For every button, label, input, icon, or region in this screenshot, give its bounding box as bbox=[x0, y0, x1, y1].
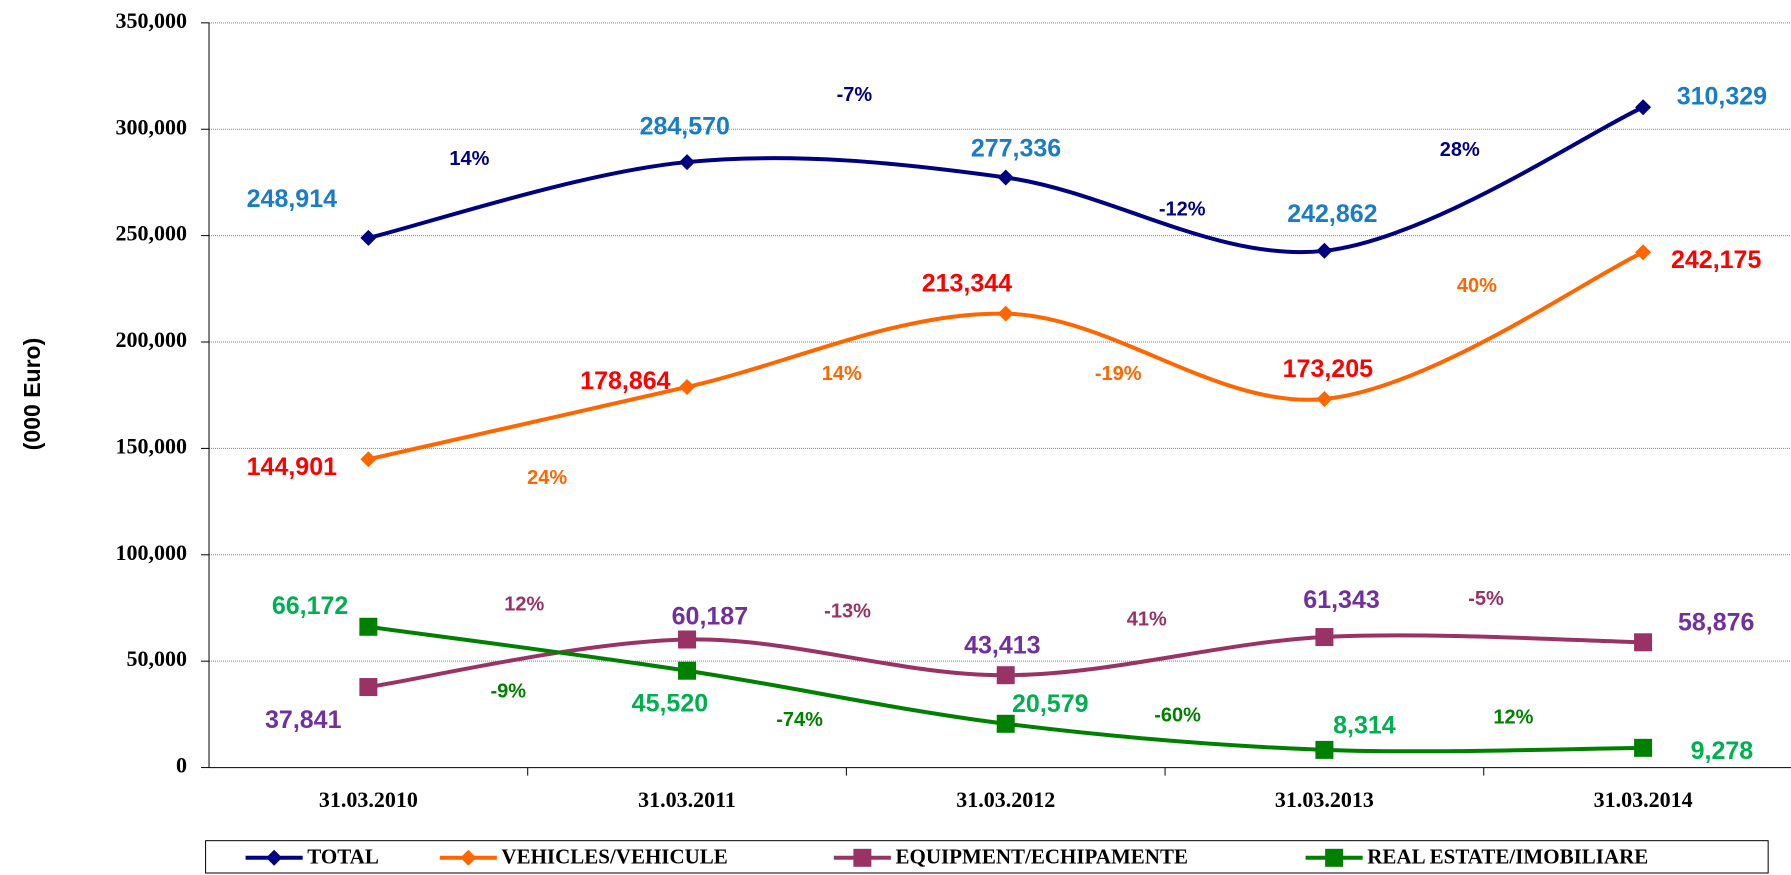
growth-label: 12% bbox=[1493, 707, 1533, 729]
legend-marker bbox=[460, 849, 477, 866]
marker bbox=[359, 678, 378, 697]
growth-label: 14% bbox=[822, 363, 862, 385]
y-tick-label: 200,000 bbox=[116, 327, 188, 352]
marker bbox=[996, 714, 1015, 733]
marker bbox=[679, 378, 696, 395]
marker bbox=[359, 617, 378, 636]
marker bbox=[678, 630, 697, 649]
data-label: 277,336 bbox=[971, 135, 1061, 163]
y-axis-title: (000 Euro) bbox=[19, 338, 45, 450]
marker bbox=[997, 305, 1014, 322]
growth-label: -7% bbox=[837, 84, 873, 106]
y-tick-label: 250,000 bbox=[116, 221, 188, 246]
legend-label: VEHICLES/VEHICULE bbox=[501, 845, 727, 869]
legend-marker bbox=[266, 849, 283, 866]
growth-label: -13% bbox=[824, 601, 871, 623]
data-label: 37,841 bbox=[265, 706, 342, 734]
growth-label: -12% bbox=[1159, 198, 1206, 220]
marker bbox=[360, 229, 377, 246]
data-label: 284,570 bbox=[640, 112, 730, 140]
growth-label: -74% bbox=[776, 709, 823, 731]
data-label: 61,343 bbox=[1303, 586, 1379, 614]
marker bbox=[360, 451, 377, 468]
data-label: 43,413 bbox=[964, 631, 1040, 659]
legend-marker bbox=[1325, 848, 1344, 867]
y-tick-label: 0 bbox=[176, 753, 187, 778]
y-tick-label: 100,000 bbox=[116, 540, 188, 565]
growth-label: 41% bbox=[1127, 609, 1167, 631]
marker bbox=[1315, 628, 1334, 647]
x-tick-label: 31.03.2013 bbox=[1275, 787, 1374, 812]
x-tick-label: 31.03.2010 bbox=[319, 787, 418, 812]
marker bbox=[1634, 633, 1653, 652]
marker bbox=[1634, 738, 1653, 757]
growth-label: 14% bbox=[449, 148, 489, 170]
marker bbox=[678, 661, 697, 680]
x-tick-label: 31.03.2011 bbox=[638, 787, 736, 812]
y-tick-label: 300,000 bbox=[116, 114, 188, 139]
marker bbox=[679, 154, 696, 171]
growth-label: 12% bbox=[504, 594, 544, 616]
growth-label: -60% bbox=[1154, 704, 1201, 726]
x-tick-label: 31.03.2012 bbox=[956, 787, 1055, 812]
legend-label: EQUIPMENT/ECHIPAMENTE bbox=[896, 845, 1188, 869]
growth-label: 40% bbox=[1457, 275, 1497, 297]
data-label: 310,329 bbox=[1677, 83, 1767, 111]
data-label: 144,901 bbox=[247, 453, 337, 481]
data-label: 60,187 bbox=[672, 602, 748, 630]
growth-label: -5% bbox=[1468, 588, 1504, 610]
data-label: 178,864 bbox=[580, 367, 670, 395]
data-label: 66,172 bbox=[272, 592, 348, 620]
growth-label: 24% bbox=[527, 467, 567, 489]
marker bbox=[1315, 740, 1334, 759]
data-label: 242,175 bbox=[1671, 246, 1761, 274]
data-label: 242,862 bbox=[1287, 200, 1377, 228]
marker bbox=[996, 666, 1015, 685]
data-label: 173,205 bbox=[1283, 355, 1373, 383]
growth-label: -9% bbox=[490, 680, 526, 702]
marker bbox=[1635, 99, 1652, 116]
marker bbox=[1635, 244, 1652, 261]
marker bbox=[1316, 391, 1333, 408]
y-tick-label: 50,000 bbox=[127, 646, 188, 671]
legend-label: TOTAL bbox=[307, 845, 379, 869]
data-label: 58,876 bbox=[1678, 609, 1754, 637]
data-label: 8,314 bbox=[1333, 712, 1396, 740]
growth-label: -19% bbox=[1095, 363, 1142, 385]
y-tick-label: 350,000 bbox=[116, 8, 188, 33]
data-label: 45,520 bbox=[632, 690, 708, 718]
growth-label: 28% bbox=[1440, 139, 1480, 161]
y-tick-label: 150,000 bbox=[116, 433, 188, 458]
marker bbox=[997, 169, 1014, 186]
x-tick-label: 31.03.2014 bbox=[1594, 787, 1693, 812]
data-label: 248,914 bbox=[247, 185, 337, 213]
marker bbox=[1316, 242, 1333, 259]
data-label: 9,278 bbox=[1691, 737, 1754, 765]
legend-marker bbox=[853, 848, 872, 867]
data-label: 213,344 bbox=[922, 270, 1012, 298]
legend-label: REAL ESTATE/IMOBILIARE bbox=[1367, 845, 1648, 869]
data-label: 20,579 bbox=[1012, 690, 1088, 718]
